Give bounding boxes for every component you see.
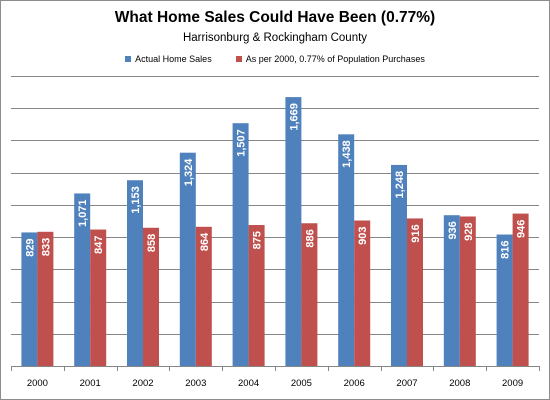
bar-projected: [37, 231, 54, 366]
x-tick-label: 2001: [80, 378, 101, 389]
data-label: 1,153: [130, 186, 142, 214]
chart-legend: Actual Home Sales As per 2000, 0.77% of …: [1, 54, 549, 64]
bar-projected: [512, 213, 529, 366]
bar-projected: [90, 229, 107, 366]
bar-actual: [232, 123, 249, 366]
x-tick-label: 2006: [344, 378, 365, 389]
data-label: 1,324: [183, 158, 195, 186]
data-label: 886: [304, 229, 316, 247]
bar-actual: [443, 215, 460, 366]
x-tick-label: 2002: [132, 378, 153, 389]
data-label: 829: [24, 238, 36, 256]
bar-actual: [496, 234, 513, 366]
bar-projected: [195, 226, 212, 366]
chart-title: What Home Sales Could Have Been (0.77%): [114, 9, 436, 26]
data-label: 946: [516, 220, 528, 238]
legend-item-projected: As per 2000, 0.77% of Population Purchas…: [235, 54, 425, 64]
bar-projected: [143, 227, 159, 366]
bar-actual: [127, 180, 143, 366]
legend-item-actual: Actual Home Sales: [125, 54, 212, 64]
data-label: 1,507: [236, 129, 248, 157]
bar-projected: [407, 218, 423, 366]
data-label: 1,438: [341, 140, 353, 168]
data-label: 1,248: [394, 171, 406, 199]
legend-swatch-actual: [125, 56, 132, 62]
chart-subtitle: Harrisonburg & Rockingham County: [182, 32, 368, 44]
data-label: 847: [93, 236, 105, 254]
data-label: 916: [410, 224, 422, 242]
x-tick-label: 2003: [185, 378, 206, 389]
legend-label-actual: Actual Home Sales: [135, 54, 212, 64]
data-label: 864: [199, 232, 211, 251]
data-label: 928: [463, 222, 475, 240]
bar-actual: [21, 232, 38, 366]
x-tick-label: 2005: [291, 378, 312, 389]
x-tick-label: 2000: [27, 378, 48, 389]
data-label: 903: [357, 227, 369, 245]
x-tick-label: 2009: [502, 378, 523, 389]
bar-projected: [301, 223, 318, 366]
data-label: 833: [40, 238, 52, 256]
bar-actual: [74, 193, 91, 366]
x-tick-label: 2004: [238, 378, 259, 389]
data-label: 858: [146, 234, 158, 252]
x-tick-label: 2007: [396, 378, 417, 389]
bar-actual: [391, 164, 407, 366]
legend-label-projected: As per 2000, 0.77% of Population Purchas…: [245, 54, 425, 64]
bar-actual: [285, 97, 302, 366]
bar-actual: [338, 134, 355, 366]
data-label: 1,669: [288, 103, 300, 131]
data-label: 936: [447, 221, 459, 239]
data-label: 875: [252, 231, 264, 249]
x-tick-label: 2008: [449, 378, 470, 389]
bar-projected: [354, 220, 371, 366]
data-label: 816: [500, 241, 512, 259]
bar-projected: [248, 225, 265, 366]
bar-actual: [179, 152, 196, 366]
legend-swatch-projected: [235, 56, 242, 62]
bar-projected: [459, 216, 476, 366]
data-label: 1,071: [77, 199, 89, 227]
